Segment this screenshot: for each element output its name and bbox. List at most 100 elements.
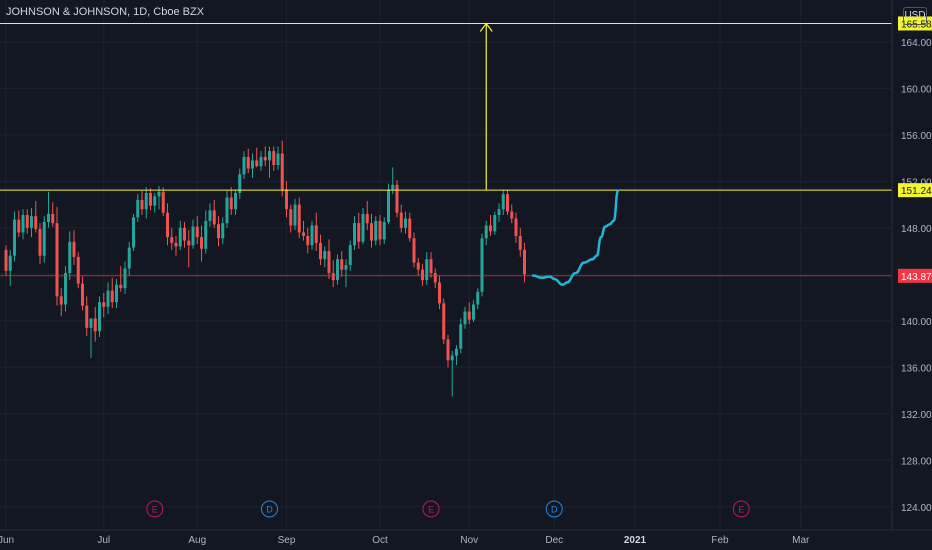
candle-body bbox=[51, 213, 55, 224]
candle-body bbox=[204, 220, 208, 249]
current-price-tag bbox=[898, 268, 932, 283]
candle-body bbox=[259, 156, 263, 167]
candle-body bbox=[404, 218, 407, 228]
candle-body bbox=[518, 235, 522, 250]
candle-body bbox=[433, 273, 437, 283]
candle-body bbox=[166, 212, 169, 238]
candle-body bbox=[297, 204, 301, 233]
candle-body bbox=[416, 262, 420, 270]
candle-body bbox=[132, 217, 135, 248]
candle-body bbox=[170, 237, 174, 243]
candle-body bbox=[178, 227, 182, 247]
event-marker-dividend[interactable]: D bbox=[261, 500, 278, 518]
candle-body bbox=[268, 151, 271, 161]
candle-body bbox=[47, 213, 50, 222]
event-circle bbox=[261, 500, 278, 518]
candle-body bbox=[174, 242, 178, 247]
candle-body bbox=[319, 242, 322, 260]
candle-body bbox=[123, 268, 127, 289]
event-marker-earnings[interactable]: E bbox=[422, 500, 440, 518]
candle-body bbox=[64, 273, 67, 305]
time-tick-label: 2021 bbox=[624, 535, 647, 546]
time-tick-label: Mar bbox=[792, 535, 810, 546]
candle-body bbox=[374, 220, 378, 241]
candle-body bbox=[493, 215, 497, 232]
candle-body bbox=[140, 199, 144, 210]
candle-body bbox=[314, 225, 318, 243]
time-tick-label: Jun bbox=[0, 535, 14, 546]
candle-body bbox=[119, 284, 123, 289]
candle-body bbox=[17, 219, 21, 233]
candle-body bbox=[157, 191, 161, 197]
event-circle bbox=[422, 500, 440, 518]
candle-body bbox=[238, 174, 242, 193]
candle-body bbox=[340, 259, 344, 270]
candle-body bbox=[429, 259, 433, 274]
candle-body bbox=[327, 251, 331, 274]
candle-body bbox=[501, 194, 505, 210]
level-price-label: 151.24 bbox=[901, 186, 932, 197]
level-price-tag bbox=[898, 183, 932, 198]
level-price-tag bbox=[898, 16, 932, 31]
candle-body bbox=[200, 237, 203, 249]
candle-body bbox=[255, 160, 259, 167]
event-marker-dividend[interactable]: D bbox=[545, 500, 563, 518]
candle-body bbox=[484, 225, 488, 239]
time-tick-label: Aug bbox=[188, 535, 206, 546]
candle-body bbox=[217, 224, 220, 239]
candle-body bbox=[59, 296, 63, 305]
time-tick-label: Feb bbox=[711, 535, 729, 546]
candle-body bbox=[323, 251, 327, 260]
candle-body bbox=[276, 153, 280, 166]
candle-body bbox=[302, 232, 305, 236]
candle-body bbox=[225, 197, 229, 224]
candle-body bbox=[153, 196, 157, 206]
candle-body bbox=[442, 303, 446, 340]
event-circle bbox=[732, 500, 750, 518]
current-price-label: 143.87 bbox=[901, 272, 932, 283]
price-tick-label: 140.00 bbox=[901, 317, 932, 328]
candle-body bbox=[463, 311, 467, 325]
target-arrow-head bbox=[479, 22, 493, 32]
price-tick-label: 128.00 bbox=[901, 456, 932, 467]
candle-body bbox=[212, 210, 216, 225]
currency-button[interactable]: USD bbox=[903, 7, 927, 25]
candle-body bbox=[161, 191, 165, 213]
time-tick-label: Dec bbox=[545, 535, 563, 546]
candle-body bbox=[365, 213, 369, 224]
event-marker-earnings[interactable]: E bbox=[146, 500, 164, 518]
candle-body bbox=[285, 189, 288, 210]
candle-body bbox=[8, 255, 12, 271]
projection-curve bbox=[531, 189, 620, 287]
candle-body bbox=[412, 238, 416, 263]
candle-body bbox=[110, 290, 114, 303]
candle-body bbox=[399, 212, 403, 228]
price-tick-label: 156.00 bbox=[901, 131, 932, 142]
candle-body bbox=[408, 218, 412, 239]
candle-body bbox=[85, 305, 89, 328]
candle-body bbox=[115, 284, 118, 303]
candle-body bbox=[382, 221, 386, 240]
event-marker-earnings[interactable]: E bbox=[732, 500, 750, 518]
candle-body bbox=[127, 247, 131, 269]
candle-body bbox=[136, 199, 140, 218]
candle-body bbox=[523, 249, 526, 275]
candle-body bbox=[336, 259, 339, 281]
candle-body bbox=[395, 184, 399, 213]
price-tick-label: 168.00 bbox=[901, 0, 932, 2]
candle-body bbox=[293, 204, 297, 226]
time-tick-label: Nov bbox=[460, 535, 478, 546]
candle-body bbox=[251, 160, 254, 169]
candle-body bbox=[370, 223, 373, 241]
candle-body bbox=[280, 153, 284, 190]
event-letter: E bbox=[152, 505, 158, 515]
candle-body bbox=[144, 192, 148, 210]
candle-body bbox=[421, 269, 424, 281]
candle-body bbox=[497, 209, 501, 216]
candle-body bbox=[489, 225, 492, 232]
candle-body bbox=[38, 228, 42, 256]
time-tick-label: Oct bbox=[372, 535, 388, 546]
candle-body bbox=[446, 339, 450, 361]
event-circle bbox=[545, 500, 563, 518]
